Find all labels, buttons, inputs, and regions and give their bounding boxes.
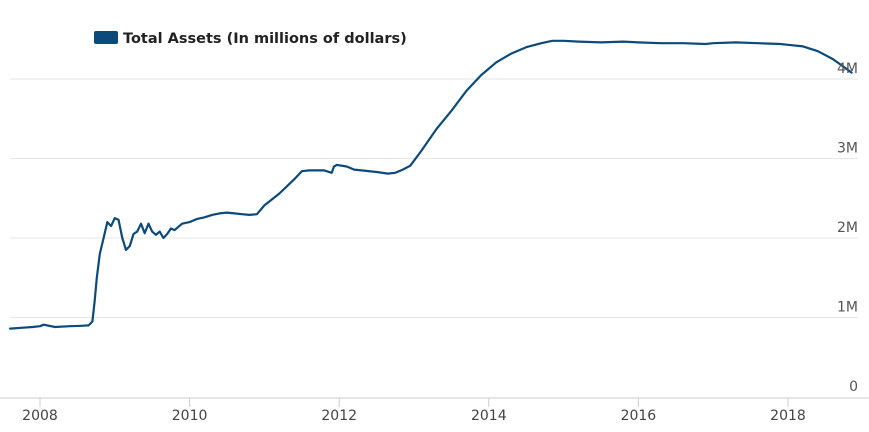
series-layer: [9, 39, 853, 330]
x-tick-label: 2012: [321, 408, 357, 424]
y-tick-label: 2M: [837, 220, 858, 236]
legend-label: Total Assets (In millions of dollars): [123, 31, 407, 47]
series-line-total-assets[interactable]: [9, 39, 853, 330]
x-tick-label: 2010: [172, 408, 208, 424]
y-tick-label: 1M: [837, 300, 858, 316]
x-tick-label: 2016: [621, 408, 657, 424]
y-tick-label: 4M: [837, 61, 858, 77]
grid-layer: [10, 78, 858, 318]
legend-swatch: [94, 31, 118, 44]
x-tick-label: 2008: [22, 408, 58, 424]
x-tick-label: 2018: [770, 408, 806, 424]
y-tick-label: 0: [849, 379, 858, 395]
x-axis: 2008 2010 2012 2014 2016 2018: [0, 397, 869, 424]
y-axis: 0 1M 2M 3M 4M: [837, 61, 858, 395]
legend[interactable]: Total Assets (In millions of dollars): [94, 31, 407, 47]
x-tick-label: 2014: [471, 408, 507, 424]
y-tick-label: 3M: [837, 141, 858, 157]
